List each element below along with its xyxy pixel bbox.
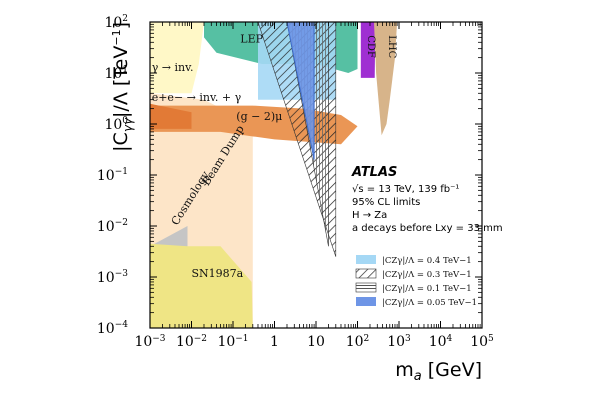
y-tick-exponent: 0 <box>122 116 128 126</box>
y-axis-label: |Cγγ|/Λ [TeV−1] <box>110 22 135 152</box>
legend-label-3: |CZγ|/Λ = 0.1 TeV−1 <box>382 284 472 294</box>
region-e-e-inv <box>150 103 192 129</box>
y-tick-exponent: 1 <box>122 65 128 75</box>
legend-label-4: |CZγ|/Λ = 0.05 TeV−1 <box>382 298 477 308</box>
y-axis-label-exp: −1 <box>110 29 123 45</box>
y-tick-exponent: −1 <box>115 167 128 177</box>
y-tick-exponent: −2 <box>115 218 128 228</box>
x-tick-label: 1 <box>270 334 279 350</box>
annotation-lep: LEP <box>240 32 263 45</box>
annotation-inv: γ → inv. <box>152 61 194 74</box>
y-tick-label: 10−3 <box>97 269 128 286</box>
atlas-title: ATLAS <box>351 165 397 180</box>
x-tick-label: 10−2 <box>176 334 207 350</box>
x-tick-exponent: −3 <box>152 334 166 344</box>
info-line-1: √s = 13 TeV, 139 fb⁻¹ <box>352 184 459 195</box>
x-tick-exponent: 5 <box>488 334 494 344</box>
x-tick-label: 10−1 <box>217 334 248 350</box>
annotation-lhc: LHC <box>386 35 397 58</box>
y-tick-exponent: −4 <box>115 320 129 330</box>
info-line-3: H → Za <box>352 210 387 221</box>
annotation-cdf: CDF <box>365 35 376 58</box>
y-tick-label: 10−4 <box>97 320 128 337</box>
legend-label-1: |CZγ|/Λ = 0.4 TeV−1 <box>382 256 472 266</box>
region-cdf <box>360 22 376 78</box>
x-axis-label-unit: [GeV] <box>422 359 482 381</box>
x-tick-exponent: −1 <box>235 334 248 344</box>
y-tick-exponent: −3 <box>115 269 129 279</box>
x-tick-label: 105 <box>470 334 494 350</box>
region-inv <box>150 22 204 94</box>
region-lhc <box>374 22 398 136</box>
legend-swatch-2 <box>355 268 377 279</box>
plot-area <box>150 22 398 328</box>
y-tick-label: 10−1 <box>97 167 128 184</box>
x-tick-exponent: 2 <box>364 334 370 344</box>
annotation-e-e-inv: e+e− → inv. + γ <box>152 91 242 104</box>
info-line-4: a decays before Lxy = 33 mm <box>352 223 503 234</box>
y-axis-label-mid: |/Λ [TeV <box>110 46 132 118</box>
x-tick-label: 10−3 <box>134 334 165 350</box>
atlas-limit-4-outline <box>286 22 315 160</box>
x-tick-label: 102 <box>346 334 370 350</box>
x-axis-label-sub: a <box>414 369 422 384</box>
atlas-limit-3 <box>286 22 329 247</box>
x-tick-exponent: 3 <box>405 334 411 344</box>
info-line-2: 95% CL limits <box>352 197 420 208</box>
region-sn1987a <box>150 243 253 328</box>
legend-swatch-3 <box>355 282 377 293</box>
x-tick-label: 104 <box>429 334 453 350</box>
annotation-sn1987a: SN1987a <box>192 267 244 280</box>
y-axis-label-sub: γγ <box>121 117 135 132</box>
x-tick-label: 103 <box>387 334 411 350</box>
x-tick-exponent: 4 <box>447 334 453 344</box>
y-tick-exponent: 2 <box>122 14 128 24</box>
y-tick-label: 101 <box>104 65 128 82</box>
y-axis-label-close: ] <box>110 22 132 29</box>
x-tick-exponent: −2 <box>194 334 207 344</box>
y-tick-label: 102 <box>104 14 128 31</box>
legend-swatch-4 <box>356 297 376 306</box>
legend-label-2: |CZγ|/Λ = 0.3 TeV−1 <box>382 270 472 280</box>
x-axis-label: ma [GeV] <box>395 359 482 384</box>
x-tick-label: 10 <box>307 334 325 350</box>
y-tick-label: 10−2 <box>97 218 128 235</box>
annotation-g-2: (g − 2)μ <box>236 110 282 123</box>
legend-swatch-1 <box>356 255 376 264</box>
